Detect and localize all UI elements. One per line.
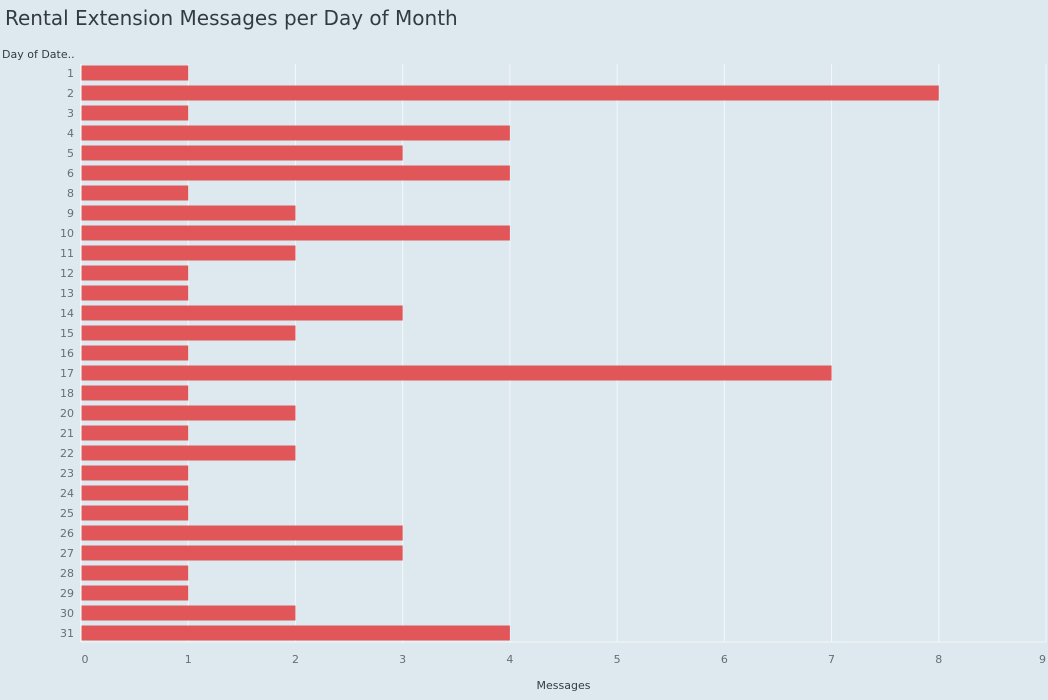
x-tick-label: 1 (185, 653, 192, 666)
y-tick-label: 3 (67, 107, 74, 120)
y-tick-label: 27 (60, 547, 74, 560)
bar (81, 285, 189, 301)
y-tick-label: 11 (60, 247, 74, 260)
bar (81, 365, 832, 381)
bar (81, 65, 189, 81)
y-tick-label: 17 (60, 367, 74, 380)
y-tick-label: 28 (60, 567, 74, 580)
bar (81, 565, 189, 581)
bar (81, 345, 189, 361)
bar (81, 105, 189, 121)
bar (81, 265, 189, 281)
y-axis-header: Day of Date.. (2, 48, 75, 61)
x-tick-label: 9 (1039, 653, 1046, 666)
y-tick-label: 23 (60, 467, 74, 480)
bar (81, 465, 189, 481)
y-tick-label: 9 (67, 207, 74, 220)
x-tick-label: 2 (292, 653, 299, 666)
bar (81, 385, 189, 401)
y-tick-label: 25 (60, 507, 74, 520)
bar (81, 405, 296, 421)
bar (81, 305, 403, 321)
y-tick-label: 4 (67, 127, 74, 140)
x-tick-label: 0 (82, 653, 89, 666)
bar (81, 85, 939, 101)
y-tick-label: 8 (67, 187, 74, 200)
y-tick-label: 15 (60, 327, 74, 340)
x-tick-label: 6 (721, 653, 728, 666)
bar (81, 505, 189, 521)
bar (81, 625, 510, 641)
x-tick-label: 3 (399, 653, 406, 666)
bar (81, 325, 296, 341)
y-tick-label: 14 (60, 307, 74, 320)
y-tick-label: 31 (60, 627, 74, 640)
y-tick-label: 30 (60, 607, 74, 620)
y-tick-label: 21 (60, 427, 74, 440)
bar (81, 245, 296, 261)
y-tick-label: 10 (60, 227, 74, 240)
x-tick-label: 8 (935, 653, 942, 666)
y-tick-label: 24 (60, 487, 74, 500)
y-tick-label: 1 (67, 67, 74, 80)
y-tick-label: 13 (60, 287, 74, 300)
bar (81, 605, 296, 621)
y-tick-label: 22 (60, 447, 74, 460)
y-tick-label: 6 (67, 167, 74, 180)
chart-title: Rental Extension Messages per Day of Mon… (5, 6, 458, 30)
y-tick-label: 29 (60, 587, 74, 600)
y-tick-label: 18 (60, 387, 74, 400)
y-tick-label: 5 (67, 147, 74, 160)
bar (81, 585, 189, 601)
bar (81, 205, 296, 221)
bar (81, 445, 296, 461)
bar (81, 545, 403, 561)
bar (81, 485, 189, 501)
bar (81, 225, 510, 241)
y-tick-label: 2 (67, 87, 74, 100)
x-tick-label: 5 (614, 653, 621, 666)
x-axis-title: Messages (537, 679, 591, 692)
bar (81, 425, 189, 441)
y-tick-label: 12 (60, 267, 74, 280)
bar (81, 165, 510, 181)
y-tick-label: 20 (60, 407, 74, 420)
x-tick-label: 7 (828, 653, 835, 666)
y-tick-label: 16 (60, 347, 74, 360)
y-tick-label: 26 (60, 527, 74, 540)
x-tick-label: 4 (506, 653, 513, 666)
bar (81, 185, 189, 201)
bar (81, 525, 403, 541)
bar (81, 145, 403, 161)
bar (81, 125, 510, 141)
